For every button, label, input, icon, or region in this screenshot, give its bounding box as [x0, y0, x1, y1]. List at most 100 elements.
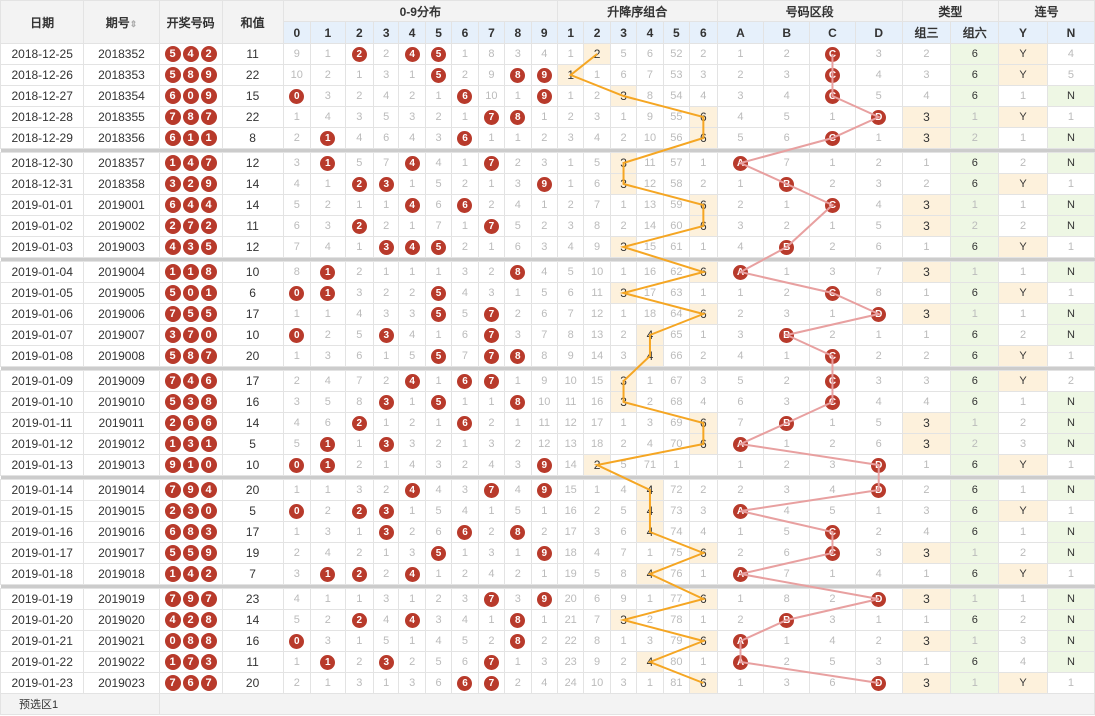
order-cell: 65: [662, 324, 691, 346]
dist-cell: 2: [451, 236, 479, 258]
draw-ball: 7: [200, 591, 217, 607]
lian-cell: N: [1046, 303, 1095, 325]
draw-ball: 4: [182, 46, 199, 62]
sum-cell: 14: [221, 194, 284, 216]
sum-cell: 17: [221, 521, 284, 543]
dist-cell: 1: [310, 282, 346, 304]
type-cell: 4: [901, 391, 952, 413]
zone-cell: 1: [809, 303, 856, 325]
dist-cell: 1: [530, 609, 558, 631]
order-cell: 8: [583, 630, 611, 652]
sum-cell: 17: [221, 370, 284, 392]
date-cell: 2019-01-07: [0, 324, 85, 346]
dist-hit-ball: 3: [378, 524, 394, 540]
order-cell: 6: [689, 194, 718, 216]
sort-icon[interactable]: ⇕: [129, 18, 138, 29]
order-cell: 1: [609, 261, 638, 283]
dist-hit-ball: 4: [404, 373, 420, 389]
zone-cell: 4: [716, 236, 765, 258]
zone-cell: 1: [763, 194, 811, 216]
zone-cell: 1: [716, 672, 765, 694]
draw-ball: 2: [182, 176, 199, 192]
date-cell: 2019-01-11: [0, 412, 85, 434]
dist-cell: 2: [504, 152, 532, 174]
zone-cell: 2: [763, 43, 811, 65]
order-cell: 3: [609, 152, 638, 174]
draw-ball: 2: [200, 566, 217, 582]
order-cell: 2: [689, 479, 718, 501]
sum-cell: 17: [221, 303, 284, 325]
dist-cell: 5: [398, 345, 426, 367]
dist-cell: 1: [344, 433, 375, 455]
dist-cell: 0: [282, 324, 312, 346]
type-cell: 3: [901, 630, 952, 652]
date-cell: 2018-12-27: [0, 85, 85, 107]
draw-ball: 5: [200, 306, 217, 322]
dist-cell: 1: [424, 261, 453, 283]
preselect-area[interactable]: [158, 693, 1095, 715]
order-cell: 6: [556, 282, 585, 304]
zone-cell: 2: [716, 194, 765, 216]
dist-cell: 4: [477, 563, 506, 585]
dist-cell: 3: [282, 152, 312, 174]
zone-cell: 3: [854, 370, 903, 392]
order-cell: 11: [556, 391, 585, 413]
table-row: 2018-12-27 2018354 6 0 9 15 0 3 2 4 2 1 6 10 1 9 1 2 3 8 54 4…: [0, 85, 1095, 107]
lian-cell: 1: [1046, 236, 1095, 258]
zone-cell: 4: [809, 479, 856, 501]
type-cell: 6: [950, 370, 1000, 392]
type-cell: 6: [950, 236, 1000, 258]
dist-cell: 4: [530, 672, 558, 694]
sum-cell: 20: [221, 672, 284, 694]
zone-cell: 2: [716, 303, 765, 325]
zone-cell: B: [763, 173, 811, 195]
dist-cell: 3: [398, 672, 426, 694]
dist-cell: 2: [310, 194, 346, 216]
order-cell: 6: [689, 433, 718, 455]
dist-cell: 6: [451, 521, 479, 543]
dist-cell: 2: [373, 282, 400, 304]
zone-cell: C: [809, 542, 856, 564]
dist-cell: 1: [424, 324, 453, 346]
dist-cell: 2: [344, 563, 375, 585]
dist-cell: 1: [477, 127, 506, 149]
zone-cell: 4: [854, 64, 903, 86]
order-cell: 11: [636, 152, 664, 174]
date-cell: 2018-12-25: [0, 43, 85, 65]
zone-hit-ball: A: [732, 264, 748, 280]
lian-cell: N: [1046, 412, 1095, 434]
dist-hit-ball: 6: [457, 88, 473, 104]
dist-cell: 2: [344, 215, 375, 237]
dist-cell: 9: [530, 64, 558, 86]
zone-cell: C: [809, 521, 856, 543]
draw-ball: 6: [200, 373, 217, 389]
dist-cell: 1: [310, 672, 346, 694]
dist-cell: 2: [451, 454, 479, 476]
issue-cell: 2019011: [83, 412, 160, 434]
zone-cell: 3: [809, 454, 856, 476]
order-cell: 74: [662, 521, 691, 543]
dist-cell: 3: [344, 282, 375, 304]
lian-cell: 1: [1046, 173, 1095, 195]
date-cell: 2018-12-28: [0, 106, 85, 128]
dist-cell: 4: [398, 609, 426, 631]
zone-hit-ball: C: [824, 88, 840, 104]
zone-cell: 1: [716, 282, 765, 304]
dist-cell: 1: [451, 433, 479, 455]
order-cell: 2: [583, 85, 611, 107]
lian-cell: N: [1046, 609, 1095, 631]
dist-cell: 9: [530, 370, 558, 392]
lian-cell: 2: [998, 152, 1048, 174]
dist-cell: 2: [398, 651, 426, 673]
dist-cell: 1: [373, 454, 400, 476]
draw-ball: 6: [182, 415, 199, 431]
zone-cell: B: [763, 324, 811, 346]
issue-cell: 2019021: [83, 630, 160, 652]
type-cell: 6: [950, 479, 1000, 501]
header-issue[interactable]: 期号⇕: [83, 0, 160, 44]
dist-cell: 2: [424, 433, 453, 455]
